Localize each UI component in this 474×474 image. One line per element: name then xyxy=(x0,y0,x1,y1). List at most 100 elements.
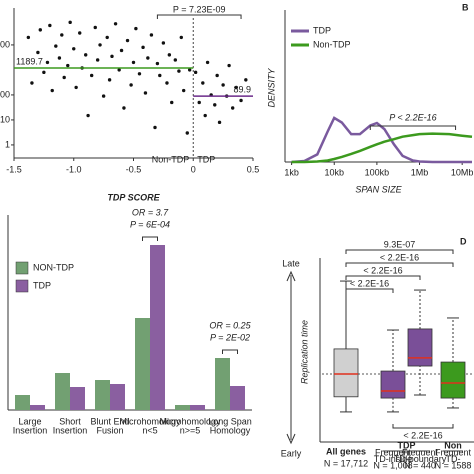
box xyxy=(380,370,406,399)
point xyxy=(143,91,148,95)
category-label: Fusion xyxy=(96,425,123,435)
point xyxy=(149,33,154,37)
point xyxy=(131,60,136,65)
bar xyxy=(55,373,70,410)
or-bracket xyxy=(142,236,158,241)
point xyxy=(26,35,31,40)
category-label: Microhomology xyxy=(159,416,221,426)
p-bracket xyxy=(369,125,457,130)
bar xyxy=(15,395,30,410)
legend-label: TDP xyxy=(313,25,331,35)
point xyxy=(129,83,133,87)
comparison-label: < 2.2E-16 xyxy=(350,278,389,288)
bar xyxy=(150,245,165,410)
y-tick-label: 00 xyxy=(0,89,10,99)
point xyxy=(146,56,150,60)
point xyxy=(234,85,238,90)
box xyxy=(440,361,466,399)
point xyxy=(95,58,100,62)
annotation: OR = 0.25 xyxy=(209,320,251,330)
point xyxy=(48,23,52,28)
early-label: Early xyxy=(281,448,302,458)
box xyxy=(333,348,359,398)
x-axis-label: SPAN SIZE xyxy=(355,184,402,194)
point xyxy=(167,53,172,57)
point xyxy=(137,72,142,76)
bar xyxy=(110,384,125,410)
point xyxy=(105,35,109,40)
x-tick-label: 10Mb xyxy=(451,167,474,177)
point xyxy=(117,68,121,72)
box xyxy=(407,328,433,367)
annotation: P = 7.23E-09 xyxy=(173,4,226,14)
point xyxy=(62,75,66,80)
point xyxy=(101,94,106,98)
x-tick-label: -1.0 xyxy=(66,164,82,174)
x-axis-label: TDP SCORE xyxy=(107,192,160,202)
point xyxy=(119,48,124,53)
group-header: Non xyxy=(444,440,462,450)
comparison-label: < 2.2E-16 xyxy=(380,252,419,262)
point xyxy=(110,54,114,59)
bar xyxy=(135,318,150,410)
point xyxy=(221,83,225,87)
point xyxy=(203,113,207,118)
point xyxy=(36,50,40,55)
point xyxy=(74,85,78,90)
group-n: N = 440 xyxy=(404,460,436,470)
density-line xyxy=(291,132,473,164)
point xyxy=(45,60,50,65)
annotation: OR = 3.7 xyxy=(132,207,169,217)
point xyxy=(161,41,166,45)
group-label: TD-inside xyxy=(374,454,413,464)
comparison-label: 9.3E-07 xyxy=(384,239,416,249)
density-line xyxy=(291,116,472,164)
category-label: Blunt End xyxy=(90,416,129,426)
point xyxy=(72,47,76,51)
point xyxy=(68,20,72,25)
panel-letter: D xyxy=(460,236,467,246)
y-tick-label: 10 xyxy=(0,114,10,124)
point xyxy=(158,73,162,78)
x-tick-label: -0.5 xyxy=(126,164,142,174)
point xyxy=(89,73,94,78)
point xyxy=(86,113,90,118)
point xyxy=(93,25,97,30)
point xyxy=(155,61,160,66)
point xyxy=(122,106,126,110)
point xyxy=(177,69,181,73)
category-label: Short xyxy=(59,416,81,426)
group-label: TD-boundary xyxy=(394,454,447,464)
point xyxy=(244,78,248,82)
point xyxy=(230,106,235,110)
bar xyxy=(230,386,245,410)
bar xyxy=(175,405,190,410)
group-label: Non-TDP xyxy=(152,154,190,164)
point xyxy=(125,38,130,43)
category-label: Microhomology xyxy=(119,416,181,426)
annotation: P = 2E-02 xyxy=(210,332,250,342)
x-tick-label: 1Mb xyxy=(411,167,429,177)
comparison-bracket xyxy=(392,424,454,429)
p-bracket xyxy=(156,14,242,19)
bar xyxy=(95,380,110,410)
legend-swatch xyxy=(15,279,29,293)
point xyxy=(201,81,205,85)
point xyxy=(205,60,210,65)
point xyxy=(42,70,46,75)
point xyxy=(141,45,145,50)
d-arrowheads xyxy=(286,270,296,445)
group-n: N = 1588 xyxy=(435,460,472,470)
comparison-label: < 2.2E-16 xyxy=(403,430,442,440)
x-tick-label: -1.5 xyxy=(6,164,22,174)
category-label: n>=5 xyxy=(180,425,201,435)
bar xyxy=(215,358,230,410)
legend-swatch xyxy=(15,261,29,275)
category-label: Homology xyxy=(210,425,251,435)
y-tick-label: 100 xyxy=(0,39,10,49)
point xyxy=(165,81,169,85)
group-label: Frequent xyxy=(435,447,472,457)
panel-letter: B xyxy=(462,2,469,12)
group-label: Frequent xyxy=(402,447,439,457)
